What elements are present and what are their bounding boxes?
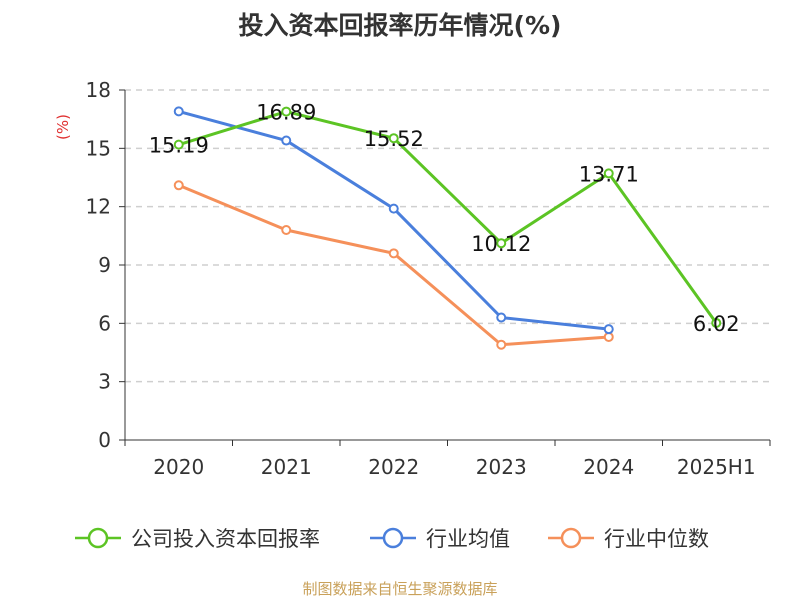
axes: 0 3 6 9 12 15 18 (%) 2020 2021 2022 2023 2024 2025H1 bbox=[54, 78, 771, 479]
data-point bbox=[496, 339, 507, 350]
legend-marker bbox=[382, 527, 404, 549]
data-label: 16.89 bbox=[256, 101, 316, 125]
data-label: 13.71 bbox=[579, 162, 639, 186]
data-label: 15.19 bbox=[149, 134, 209, 158]
gridlines bbox=[125, 89, 770, 383]
legend-label: 行业均值 bbox=[426, 527, 510, 551]
x-tick-label: 2022 bbox=[368, 455, 419, 479]
data-point bbox=[388, 203, 399, 214]
data-point bbox=[711, 317, 722, 328]
source-note: 制图数据来自恒生聚源数据库 bbox=[302, 580, 498, 598]
legend-label: 行业中位数 bbox=[604, 527, 709, 551]
x-tick-label: 2020 bbox=[153, 455, 204, 479]
data-label: 6.02 bbox=[693, 312, 740, 336]
data-labels: 15.19 16.89 15.52 10.12 13.71 6.02 bbox=[149, 101, 740, 336]
data-point bbox=[388, 248, 399, 259]
y-axis-unit-label: (%) bbox=[54, 114, 72, 140]
data-point bbox=[281, 135, 292, 146]
data-label: 10.12 bbox=[471, 232, 531, 256]
y-tick-label: 0 bbox=[98, 428, 111, 452]
y-tick-label: 3 bbox=[98, 370, 111, 394]
data-point bbox=[496, 312, 507, 323]
y-tick-label: 6 bbox=[98, 311, 111, 335]
data-point bbox=[281, 225, 292, 235]
x-tick-label: 2024 bbox=[583, 455, 634, 479]
data-point bbox=[603, 168, 614, 179]
data-point bbox=[173, 106, 184, 117]
y-tick-label: 12 bbox=[86, 195, 111, 219]
x-tick-label: 2025H1 bbox=[677, 455, 756, 479]
legend-marker bbox=[87, 527, 109, 549]
legend-label: 公司投入资本回报率 bbox=[131, 527, 320, 551]
data-point bbox=[173, 180, 184, 191]
legend: 公司投入资本回报率 行业均值 行业中位数 bbox=[75, 527, 709, 551]
x-tick-label: 2023 bbox=[476, 455, 527, 479]
y-tick-label: 18 bbox=[86, 78, 111, 102]
data-label: 15.52 bbox=[364, 127, 424, 151]
data-point bbox=[281, 106, 292, 117]
data-point bbox=[603, 324, 614, 335]
y-tick-label: 15 bbox=[86, 136, 111, 160]
y-tick-label: 9 bbox=[98, 253, 111, 277]
x-tick-label: 2021 bbox=[261, 455, 312, 479]
chart-title: 投入资本回报率历年情况(%) bbox=[238, 11, 562, 40]
legend-marker bbox=[560, 527, 582, 549]
data-point bbox=[496, 238, 507, 249]
data-point bbox=[173, 139, 184, 150]
series bbox=[173, 106, 722, 350]
series-line bbox=[178, 110, 718, 324]
data-point bbox=[388, 133, 399, 144]
